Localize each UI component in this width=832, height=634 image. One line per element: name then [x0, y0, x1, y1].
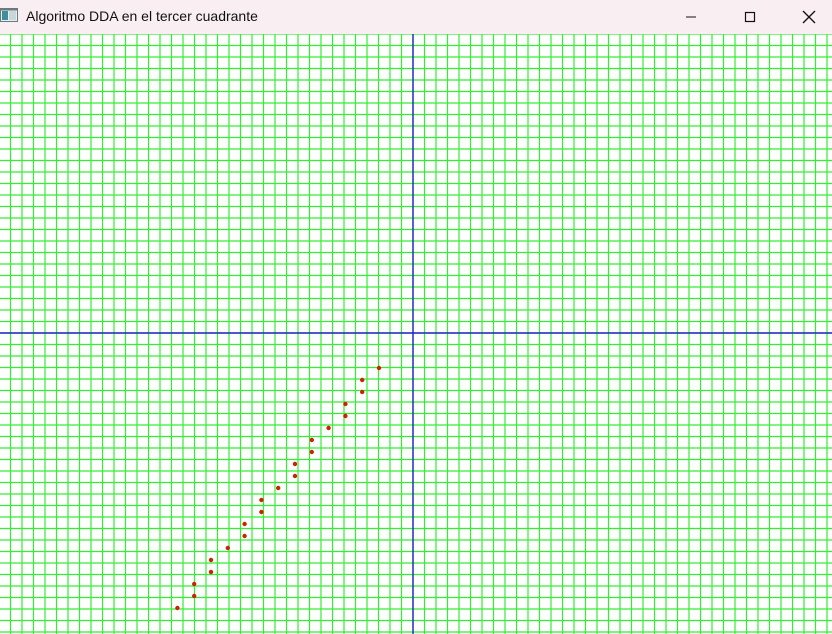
dda-point [208, 557, 214, 563]
dda-point [343, 401, 348, 407]
dda-point [309, 449, 314, 455]
dda-point [376, 365, 382, 371]
close-button[interactable] [786, 0, 832, 34]
title-bar[interactable]: Algoritmo DDA en el tercer cuadrante [0, 0, 832, 34]
dda-point [208, 569, 214, 575]
dda-point [276, 485, 281, 491]
dda-point [192, 581, 197, 587]
minimize-button[interactable] [668, 0, 714, 34]
canvas-background [0, 34, 832, 634]
minimize-icon [685, 11, 697, 23]
close-icon [802, 10, 816, 24]
dda-point [259, 497, 264, 503]
drawing-canvas [0, 34, 832, 634]
dda-point [309, 437, 314, 443]
dda-point [242, 521, 247, 527]
dda-point [192, 593, 197, 599]
dda-points [175, 365, 382, 611]
dda-point [360, 389, 365, 395]
dda-point [360, 377, 365, 383]
dda-point [292, 473, 298, 479]
maximize-button[interactable] [727, 0, 773, 34]
dda-point [225, 545, 230, 551]
axes [0, 34, 832, 634]
window-title: Algoritmo DDA en el tercer cuadrante [26, 8, 258, 24]
dda-point [343, 413, 348, 419]
maximize-icon [744, 11, 756, 23]
dda-plot [0, 34, 832, 634]
dda-point [259, 509, 264, 515]
dda-point [175, 605, 180, 611]
dda-point [292, 461, 298, 467]
dda-point [326, 425, 331, 431]
dda-point [242, 533, 247, 539]
app-window-icon [0, 8, 18, 22]
